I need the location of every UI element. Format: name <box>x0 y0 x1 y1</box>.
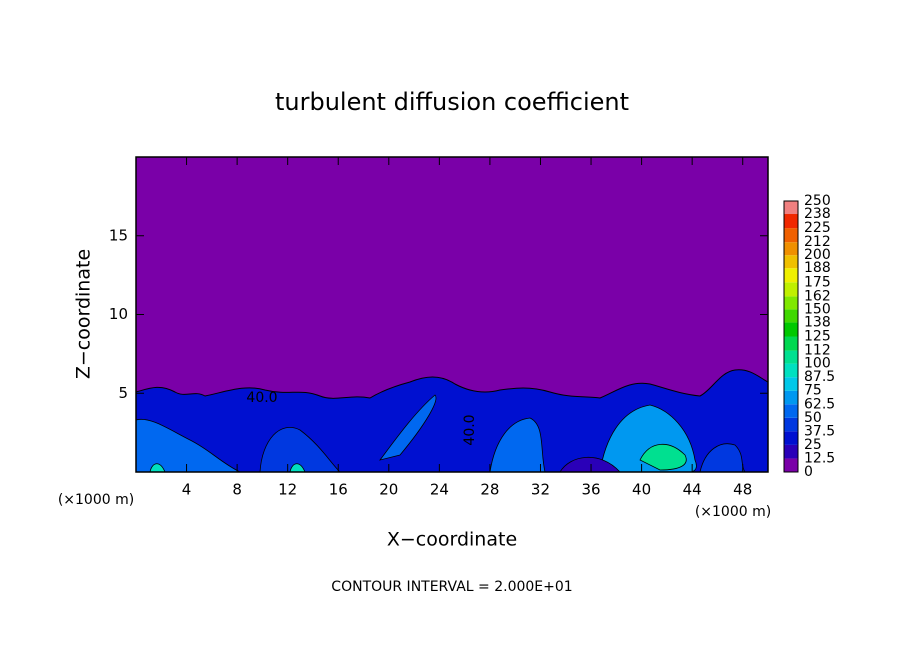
y-unit-note: (×1000 m) <box>58 492 134 508</box>
x-tick-label: 28 <box>480 481 499 499</box>
colorbar-band <box>784 363 798 378</box>
x-tick-label: 16 <box>329 481 348 499</box>
y-axis-label: Z−coordinate <box>73 249 95 379</box>
colorbar-band <box>784 390 798 405</box>
field-patch <box>639 443 687 471</box>
x-tick-label: 20 <box>379 481 398 499</box>
colorbar-frame <box>783 200 799 473</box>
colorbar-band <box>784 444 798 459</box>
colorbar-band <box>784 336 798 351</box>
colorbar-label: 12.5 <box>804 450 835 466</box>
contour-label: 40.0 <box>462 414 478 445</box>
y-tick-label: 15 <box>109 226 128 244</box>
colorbar-label: 25 <box>804 437 822 453</box>
colorbar-band <box>784 350 798 364</box>
field-patch <box>135 418 241 473</box>
colorbar-band <box>784 268 798 283</box>
chart-title: turbulent diffusion coefficient <box>275 88 629 116</box>
colorbar-band <box>784 458 798 472</box>
x-tick-label: 12 <box>278 481 297 499</box>
x-tick-label: 40 <box>632 481 651 499</box>
x-unit-note: (×1000 m) <box>695 504 771 520</box>
contour-interval: CONTOUR INTERVAL = 2.000E+01 <box>331 579 572 595</box>
colorbar-band <box>784 296 798 310</box>
colorbar-label: 150 <box>804 301 831 317</box>
x-tick-label: 24 <box>430 481 449 499</box>
colorbar-label: 62.5 <box>804 396 835 412</box>
x-tick-label: 36 <box>581 481 600 499</box>
colorbar-band <box>784 309 798 323</box>
x-tick-label: 4 <box>182 481 192 499</box>
colorbar-label: 75 <box>804 383 822 399</box>
colorbar-band <box>784 242 798 256</box>
colorbar-label: 200 <box>804 247 831 263</box>
colorbar-label: 37.5 <box>804 423 835 439</box>
colorbar-label: 188 <box>804 260 831 276</box>
colorbar-label: 50 <box>804 410 822 426</box>
y-tick-label: 5 <box>118 384 128 402</box>
colorbar-label: 87.5 <box>804 369 835 385</box>
colorbar-label: 138 <box>804 314 831 330</box>
colorbar-label: 100 <box>804 356 831 372</box>
field-patch <box>379 394 437 461</box>
colorbar-label: 0 <box>804 464 813 480</box>
x-tick-label: 8 <box>232 481 242 499</box>
colorbar-band <box>784 322 798 337</box>
colorbar-band <box>784 431 798 445</box>
colorbar-band <box>784 255 798 269</box>
colorbar-label: 212 <box>804 234 831 250</box>
field-patch <box>489 417 546 473</box>
x-tick-label: 48 <box>733 481 752 499</box>
colorbar-label: 175 <box>804 274 831 290</box>
field-patch <box>259 427 341 473</box>
x-tick-label: 44 <box>683 481 702 499</box>
colorbar-band <box>784 214 798 229</box>
colorbar-band <box>784 417 798 432</box>
colorbar-band <box>784 404 798 418</box>
colorbar-label: 250 <box>804 193 831 209</box>
colorbar-band <box>784 377 798 391</box>
colorbar-band <box>784 228 798 243</box>
colorbar-label: 112 <box>804 343 831 359</box>
colorbar-band <box>784 282 798 297</box>
colorbar-label: 125 <box>804 329 831 345</box>
colorbar-band <box>784 201 798 215</box>
y-tick-label: 10 <box>109 305 128 323</box>
contour-label: 40.0 <box>246 390 277 406</box>
x-tick-label: 32 <box>531 481 550 499</box>
x-axis-label: X−coordinate <box>387 529 517 551</box>
colorbar-label: 162 <box>804 288 831 304</box>
colorbar-label: 225 <box>804 220 831 236</box>
colorbar-label: 238 <box>804 206 831 222</box>
